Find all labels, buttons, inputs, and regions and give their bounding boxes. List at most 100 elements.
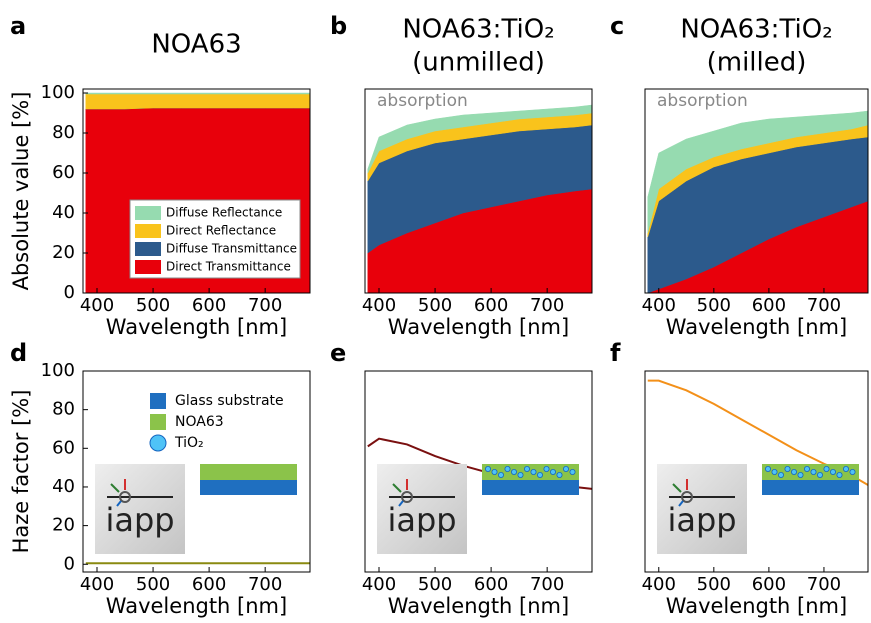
sample-particle (510, 468, 517, 475)
sample-particle (797, 471, 804, 478)
sample-particle (504, 465, 511, 472)
x-tick-label: 700 (807, 574, 841, 595)
stacked-area (647, 110, 868, 234)
legend-swatch (135, 224, 161, 238)
legend-swatch (135, 242, 161, 256)
logo-blue (116, 500, 122, 507)
sample-particle (817, 471, 824, 478)
sample-noa (200, 464, 297, 480)
sample-particle (849, 468, 856, 475)
x-axis-label: Wavelength [nm] (666, 315, 847, 339)
x-tick-label: 600 (752, 295, 786, 316)
panel-label: e (330, 339, 346, 367)
logo-green (392, 483, 402, 493)
y-tick-label: 20 (52, 242, 75, 263)
x-tick-label: 500 (697, 295, 731, 316)
sample-particle (778, 471, 785, 478)
sample-glass (762, 480, 859, 495)
logo-ring (401, 491, 413, 503)
logo-ring (681, 491, 693, 503)
panel-title: NOA63:TiO₂ (680, 15, 832, 45)
plot-frame (82, 370, 311, 573)
sample-particle (843, 465, 850, 472)
plot-frame (82, 88, 311, 294)
legend-label: Diffuse Reflectance (166, 206, 282, 220)
logo-image (657, 464, 747, 554)
y-tick-label: 80 (52, 122, 75, 143)
logo-text: iapp (105, 501, 174, 539)
plot-frame (364, 88, 593, 294)
panel-label: f (610, 339, 621, 367)
x-tick-label: 500 (418, 295, 452, 316)
stacked-area (367, 104, 592, 174)
plot-frame (364, 370, 593, 573)
sample-particle (556, 471, 563, 478)
sample-glass (200, 480, 297, 495)
legend-label: Direct Reflectance (166, 224, 276, 238)
y-tick-label: 20 (52, 515, 75, 536)
y-tick-label: 0 (64, 553, 75, 574)
y-axis-label: Absolute value [%] (9, 92, 33, 291)
annotation: absorption (657, 91, 748, 111)
panel-title: (milled) (707, 48, 807, 78)
logo-image (95, 464, 185, 554)
x-axis-label: Wavelength [nm] (666, 594, 847, 618)
legend-swatch (135, 206, 161, 220)
legend-label: Direct Transmittance (166, 260, 291, 274)
x-tick-label: 400 (362, 574, 396, 595)
logo-image (377, 464, 467, 554)
sample-glass (482, 480, 579, 495)
x-axis-label: Wavelength [nm] (106, 315, 287, 339)
panel-title: NOA63:TiO₂ (402, 15, 554, 45)
sample-particle (830, 468, 837, 475)
sample-particle (836, 471, 843, 478)
x-tick-label: 700 (530, 295, 564, 316)
inset-legend-label: NOA63 (175, 414, 224, 430)
y-tick-label: 80 (52, 399, 75, 420)
plot-area (367, 104, 592, 293)
sample-particle (569, 468, 576, 475)
x-tick-label: 600 (192, 295, 226, 316)
legend-swatch (135, 260, 161, 274)
logo-text: iapp (387, 501, 456, 539)
logo-green (672, 483, 682, 493)
sample-particle (804, 465, 811, 472)
stacked-area (85, 93, 310, 110)
y-axis-label: Haze factor [%] (9, 390, 33, 554)
sample-particle (517, 471, 524, 478)
x-tick-label: 400 (80, 295, 114, 316)
stacked-area (85, 92, 310, 95)
y-tick-label: 0 (64, 282, 75, 303)
logo-ring (119, 491, 131, 503)
plot-area (647, 110, 868, 293)
panel-title: (unmilled) (412, 48, 545, 78)
inset-legend-marker (149, 434, 167, 452)
x-tick-label: 400 (80, 574, 114, 595)
inset-legend-marker (150, 393, 166, 409)
y-tick-label: 40 (52, 202, 75, 223)
sample-particle (543, 465, 550, 472)
x-tick-label: 600 (474, 574, 508, 595)
logo-blue (398, 500, 404, 507)
sample-particle (765, 465, 772, 472)
x-tick-label: 500 (136, 574, 170, 595)
panel-label: c (610, 12, 624, 40)
x-axis-label: Wavelength [nm] (388, 594, 569, 618)
x-tick-label: 600 (474, 295, 508, 316)
sample-particle (823, 465, 830, 472)
x-axis-label: Wavelength [nm] (388, 315, 569, 339)
x-tick-label: 500 (697, 574, 731, 595)
panel-label: d (10, 339, 27, 367)
sample-particle (497, 471, 504, 478)
sample-particle (784, 465, 791, 472)
annotation: absorption (377, 91, 468, 111)
x-axis-label: Wavelength [nm] (106, 594, 287, 618)
sample-particle (524, 465, 531, 472)
x-tick-label: 400 (642, 574, 676, 595)
logo-text: iapp (667, 501, 736, 539)
x-tick-label: 500 (418, 574, 452, 595)
panel-title: NOA63 (151, 30, 241, 60)
panel-label: b (330, 12, 347, 40)
panel-label: a (10, 12, 26, 40)
